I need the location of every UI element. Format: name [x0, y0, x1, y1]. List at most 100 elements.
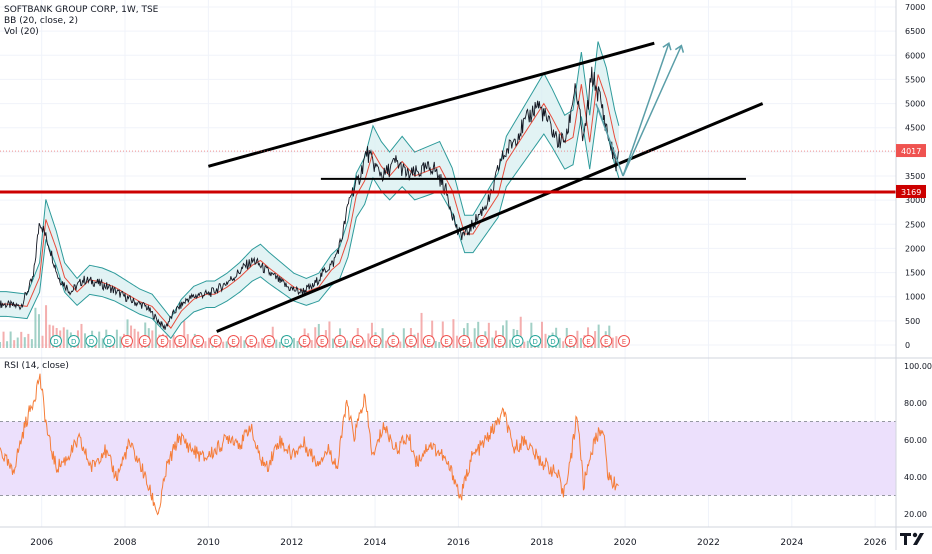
volume-bar: [420, 312, 423, 348]
grid-layer: [0, 0, 896, 527]
earnings-marker: [458, 335, 471, 347]
volume-bar: [137, 331, 140, 348]
x-tick-label: 2022: [697, 538, 720, 548]
y-tick-label: 2500: [905, 220, 925, 229]
volume-bar: [20, 331, 23, 348]
dividend-marker: [50, 335, 62, 347]
marker-letter: E: [249, 338, 253, 346]
marker-letter: E: [320, 338, 324, 346]
volume-bar: [296, 340, 299, 348]
volume-bar: [399, 341, 402, 348]
volume-bar: [519, 316, 522, 348]
volume-bar: [16, 337, 19, 348]
marker-letter: E: [356, 338, 360, 346]
volume-bar: [438, 341, 441, 348]
volume-bar: [314, 327, 317, 348]
y-tick-label: 5500: [905, 75, 925, 84]
price-line: [0, 66, 619, 330]
marker-letter: E: [160, 338, 164, 346]
marker-letter: E: [267, 338, 271, 346]
rsi-layer: [0, 373, 619, 516]
volume-bar: [331, 338, 334, 348]
earnings-marker: [493, 335, 506, 347]
volume-bar: [13, 340, 16, 348]
volume-bar: [293, 337, 296, 348]
marker-letter: E: [622, 338, 626, 346]
rsi-tick-label: 20.00: [904, 510, 927, 519]
volume-bar: [0, 342, 1, 348]
earnings-marker: [387, 335, 400, 347]
volume-bar: [6, 341, 9, 348]
volume-bar: [169, 339, 172, 348]
volume-bar: [363, 340, 366, 348]
marker-letter: E: [178, 338, 182, 346]
volume-bar: [222, 341, 225, 348]
marker-letter: E: [444, 338, 448, 346]
rsi-legend: RSI (14, close): [4, 361, 69, 372]
dividend-marker: [280, 335, 293, 347]
earnings-marker: [209, 335, 222, 347]
volume-bar: [544, 333, 547, 348]
volume-bar: [243, 340, 246, 348]
volume-bar: [349, 340, 352, 348]
price-legend: SOFTBANK GROUP CORP, 1W, TSE BB (20, clo…: [4, 5, 158, 38]
volume-bar: [385, 340, 388, 348]
marker-letter: E: [125, 338, 129, 346]
upper-channel-trendline: [207, 41, 655, 168]
volume-bar: [257, 341, 260, 348]
marker-letter: D: [89, 338, 94, 346]
price-label-box: [896, 184, 926, 198]
volume-bar: [278, 341, 281, 348]
y-tick-label: 3500: [905, 172, 925, 181]
marker-letter: E: [480, 338, 484, 346]
earnings-marker: [440, 335, 453, 347]
price-label-box: [896, 144, 926, 158]
volume-bar: [172, 334, 175, 348]
volume-bar: [133, 328, 136, 348]
volume-bar: [310, 340, 313, 348]
volume-bar: [487, 322, 490, 348]
dividend-marker: [85, 335, 98, 347]
earnings-marker: [369, 335, 382, 347]
earnings-marker: [405, 335, 417, 347]
volume-bar: [597, 324, 600, 348]
volume-bar: [470, 341, 473, 348]
dividend-marker: [67, 335, 80, 347]
earnings-marker: [192, 335, 204, 347]
volume-bar: [370, 322, 373, 348]
marker-letter: D: [533, 338, 538, 346]
earnings-marker: [600, 335, 613, 347]
marker-letter: D: [53, 338, 58, 346]
volume-bar: [275, 339, 278, 348]
volume-bar: [41, 335, 44, 348]
volume-bar: [45, 305, 48, 348]
volume-bar: [126, 319, 129, 348]
volume-bar: [2, 331, 5, 348]
volume-bar: [119, 336, 122, 348]
marker-letter: E: [231, 338, 235, 346]
volume-bar: [204, 341, 207, 348]
x-tick-label: 2020: [614, 538, 637, 548]
x-tick-label: 2016: [447, 538, 470, 548]
volume-bar: [346, 340, 349, 348]
volume-bar: [34, 307, 37, 348]
x-tick-label: 2026: [864, 538, 887, 548]
price-label-text: 4017: [901, 147, 921, 156]
volume-bar: [509, 339, 512, 348]
x-tick-label: 2018: [530, 538, 553, 548]
volume-bar: [225, 341, 228, 348]
earnings-marker: [351, 335, 364, 347]
earnings-marker: [227, 335, 240, 347]
volume-bar: [80, 323, 83, 348]
volume-bar: [328, 321, 331, 348]
volume-bar: [594, 331, 597, 348]
dividend-marker: [529, 335, 542, 347]
marker-letter: E: [498, 338, 502, 346]
volume-bar: [381, 328, 384, 348]
volume-bar: [317, 323, 320, 348]
projection-arrowhead: [662, 42, 672, 51]
bb-upper: [0, 41, 620, 319]
volume-bar: [434, 341, 437, 348]
